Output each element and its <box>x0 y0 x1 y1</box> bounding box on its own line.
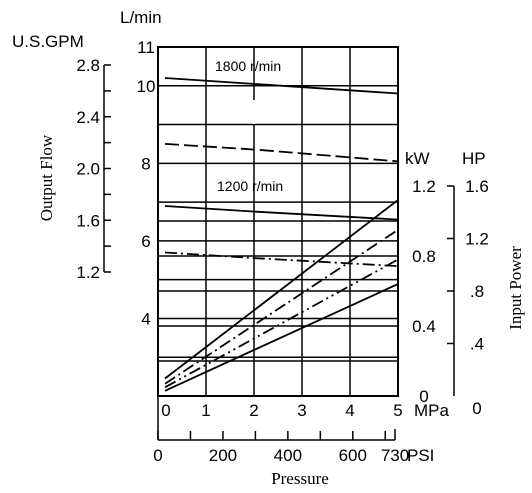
power-axis-label: Input Power <box>506 246 525 330</box>
annotation-1800: 1800 r/min <box>215 58 281 74</box>
y-tick-gpm-1: 1.6 <box>76 211 100 230</box>
flow-series-line-1 <box>164 77 399 95</box>
flow-series-line-2 <box>164 143 399 163</box>
x-tick-mpa-3: 3 <box>297 401 306 420</box>
axes: 0 1 2 3 4 50 200 400 600 73046810111.21.62.02.42.… <box>76 38 488 465</box>
x-units-mpa: MPa <box>414 401 450 420</box>
annotation-1200: 1200 r/min <box>217 178 283 194</box>
flow-units-metric: L/min <box>120 8 162 27</box>
power-series-line-1 <box>164 199 399 380</box>
x-tick-psi-0: 0 <box>153 446 162 465</box>
y-tick-hp-0: 0 <box>472 399 481 418</box>
power-series-line-2 <box>164 229 399 385</box>
grid <box>157 46 399 397</box>
y-tick-gpm-0: 1.2 <box>76 263 100 282</box>
flow-axis-label: Output Flow <box>37 134 56 221</box>
x-tick-mpa-0: 0 <box>161 401 170 420</box>
x-tick-psi-2: 400 <box>274 446 302 465</box>
series-lines <box>164 77 399 392</box>
x-tick-psi-1: 200 <box>209 446 237 465</box>
y-tick-kw-1: 0.4 <box>412 317 436 336</box>
y-tick-lmin-4: 11 <box>137 38 155 57</box>
flow-series-line-4 <box>164 251 399 267</box>
x-tick-mpa-4: 4 <box>345 401 354 420</box>
x-tick-mpa-1: 1 <box>201 401 210 420</box>
y-tick-lmin-3: 10 <box>137 77 156 96</box>
y-tick-kw-3: 1.2 <box>412 177 436 196</box>
y-tick-kw-0: 0 <box>419 387 428 406</box>
y-tick-lmin-0: 4 <box>141 309 150 328</box>
power-units-kw: kW <box>405 149 430 168</box>
y-tick-hp-2: .8 <box>470 282 484 301</box>
flow-series-line-3 <box>164 205 399 221</box>
x-tick-mpa-2: 2 <box>249 401 258 420</box>
power-series-line-3 <box>164 258 399 389</box>
y-tick-hp-3: 1.2 <box>465 230 489 249</box>
y-tick-hp-4: 1.6 <box>465 177 489 196</box>
x-tick-psi-4: 730 <box>381 446 409 465</box>
power-units-hp: HP <box>462 149 486 168</box>
y-tick-lmin-2: 8 <box>141 154 150 173</box>
power-series-line-4 <box>164 283 399 392</box>
y-tick-lmin-1: 6 <box>141 232 150 251</box>
x-axis-label: Pressure <box>271 469 329 488</box>
y-tick-gpm-4: 2.8 <box>76 56 100 75</box>
x-units-psi: PSI <box>407 446 434 465</box>
flow-units-us: U.S.GPM <box>12 32 84 51</box>
x-tick-mpa-5: 5 <box>393 401 402 420</box>
y-tick-gpm-3: 2.4 <box>76 108 100 127</box>
y-tick-hp-1: .4 <box>470 335 484 354</box>
y-tick-gpm-2: 2.0 <box>76 160 100 179</box>
y-tick-kw-2: 0.8 <box>412 247 436 266</box>
x-tick-psi-3: 600 <box>339 446 367 465</box>
